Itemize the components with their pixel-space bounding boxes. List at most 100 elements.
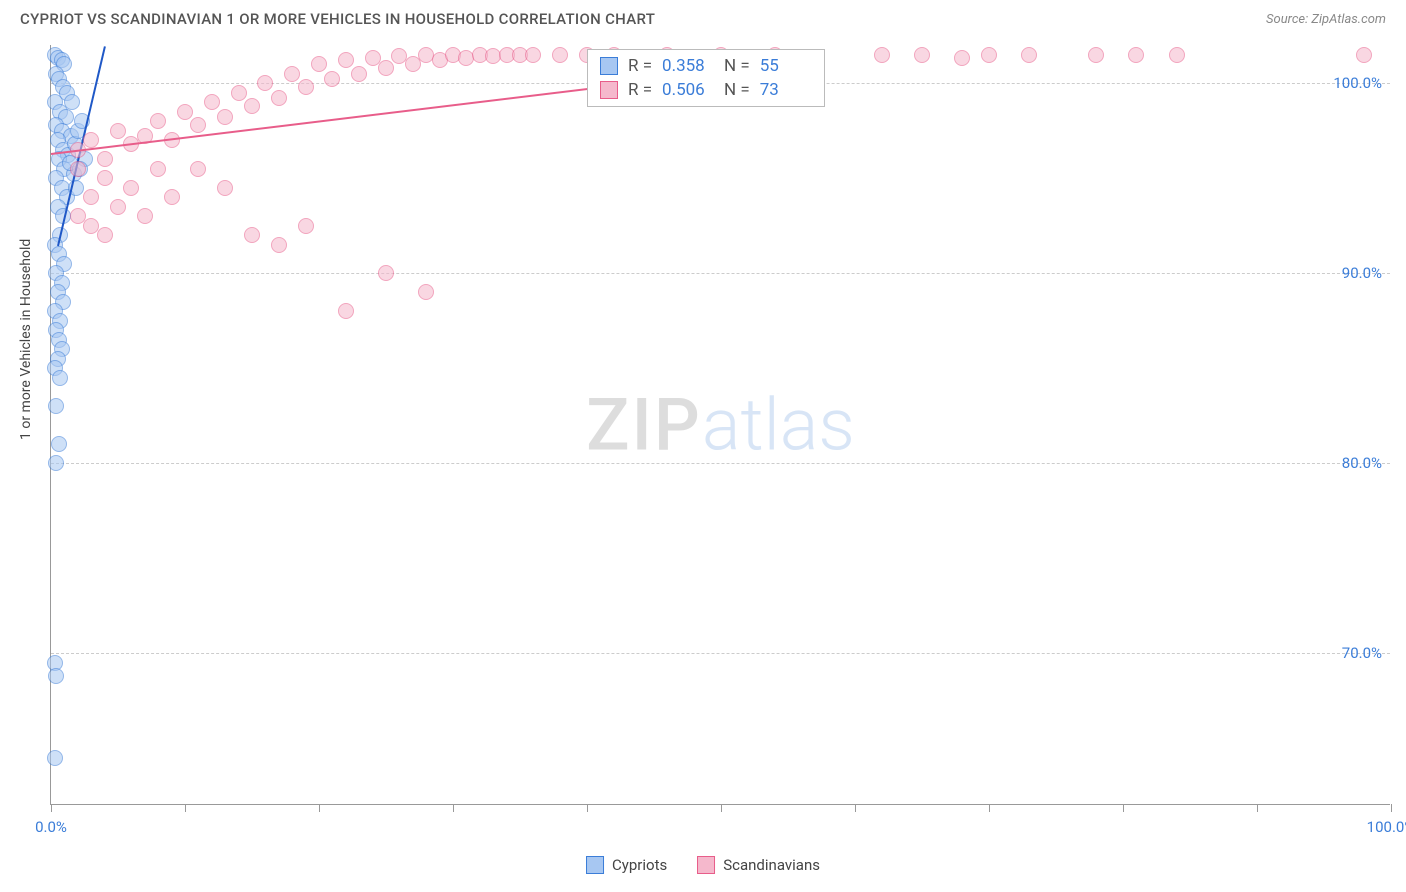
- data-point: [1169, 47, 1185, 63]
- legend-item-cypriots: Cypriots: [586, 856, 667, 874]
- x-tick: [1123, 804, 1124, 812]
- data-point: [338, 52, 354, 68]
- stats-row: R = 0.358 N = 55: [600, 54, 812, 78]
- data-point: [204, 94, 220, 110]
- data-point: [525, 47, 541, 63]
- x-tick: [1391, 804, 1392, 812]
- data-point: [298, 218, 314, 234]
- data-point: [164, 189, 180, 205]
- y-axis-label: 1 or more Vehicles in Household: [18, 239, 34, 440]
- stat-r-label: R =: [628, 56, 652, 76]
- data-point: [378, 60, 394, 76]
- stats-row: R = 0.506 N = 73: [600, 78, 812, 102]
- x-tick: [855, 804, 856, 812]
- legend-label: Scandinavians: [723, 856, 820, 874]
- data-point: [1021, 47, 1037, 63]
- x-tick: [185, 804, 186, 812]
- data-point: [97, 227, 113, 243]
- data-point: [311, 56, 327, 72]
- data-point: [981, 47, 997, 63]
- legend: Cypriots Scandinavians: [586, 856, 820, 874]
- stats-swatch-icon: [600, 57, 618, 75]
- data-point: [271, 237, 287, 253]
- data-point: [70, 161, 86, 177]
- legend-item-scandinavians: Scandinavians: [697, 856, 820, 874]
- y-tick-label: 90.0%: [1342, 264, 1382, 282]
- legend-swatch-icon: [697, 856, 715, 874]
- stat-n-label: N =: [724, 80, 750, 100]
- y-tick-label: 70.0%: [1342, 644, 1382, 662]
- data-point: [874, 47, 890, 63]
- data-point: [244, 98, 260, 114]
- stat-r-value: 0.358: [662, 56, 714, 76]
- data-point: [231, 85, 247, 101]
- data-point: [1356, 47, 1372, 63]
- data-point: [64, 94, 80, 110]
- legend-label: Cypriots: [612, 856, 667, 874]
- data-point: [217, 180, 233, 196]
- x-tick: [989, 804, 990, 812]
- x-tick-label: 0.0%: [35, 818, 67, 836]
- data-point: [298, 79, 314, 95]
- data-point: [1128, 47, 1144, 63]
- watermark-zip: ZIP: [586, 382, 702, 467]
- data-point: [324, 71, 340, 87]
- data-point: [378, 265, 394, 281]
- data-point: [257, 75, 273, 91]
- data-point: [110, 123, 126, 139]
- x-tick: [1257, 804, 1258, 812]
- data-point: [150, 161, 166, 177]
- gridline: [51, 273, 1390, 274]
- data-point: [123, 180, 139, 196]
- y-tick-label: 100.0%: [1333, 74, 1382, 92]
- data-point: [954, 50, 970, 66]
- data-point: [83, 132, 99, 148]
- scatter-chart: ZIPatlas 70.0%80.0%90.0%100.0%0.0%100.0%…: [50, 45, 1390, 805]
- x-tick: [51, 804, 52, 812]
- x-tick: [721, 804, 722, 812]
- data-point: [48, 455, 64, 471]
- watermark: ZIPatlas: [586, 382, 855, 467]
- data-point: [137, 208, 153, 224]
- stat-n-value: 55: [760, 56, 812, 76]
- data-point: [52, 370, 68, 386]
- legend-swatch-icon: [586, 856, 604, 874]
- data-point: [177, 104, 193, 120]
- chart-title: CYPRIOT VS SCANDINAVIAN 1 OR MORE VEHICL…: [20, 10, 655, 28]
- data-point: [83, 189, 99, 205]
- data-point: [97, 151, 113, 167]
- data-point: [418, 284, 434, 300]
- stats-box: R = 0.358 N = 55 R = 0.506 N = 73: [587, 49, 825, 107]
- gridline: [51, 653, 1390, 654]
- x-tick-label: 100.0%: [1367, 818, 1406, 836]
- data-point: [351, 66, 367, 82]
- data-point: [552, 47, 568, 63]
- chart-header: CYPRIOT VS SCANDINAVIAN 1 OR MORE VEHICL…: [0, 0, 1406, 36]
- data-point: [271, 90, 287, 106]
- stat-r-label: R =: [628, 80, 652, 100]
- data-point: [190, 161, 206, 177]
- data-point: [217, 109, 233, 125]
- watermark-atlas: atlas: [702, 382, 855, 467]
- data-point: [110, 199, 126, 215]
- stat-r-value: 0.506: [662, 80, 714, 100]
- data-point: [284, 66, 300, 82]
- data-point: [244, 227, 260, 243]
- x-tick: [453, 804, 454, 812]
- chart-source: Source: ZipAtlas.com: [1266, 12, 1386, 27]
- data-point: [914, 47, 930, 63]
- stat-n-label: N =: [724, 56, 750, 76]
- stats-swatch-icon: [600, 81, 618, 99]
- data-point: [190, 117, 206, 133]
- y-tick-label: 80.0%: [1342, 454, 1382, 472]
- data-point: [47, 750, 63, 766]
- data-point: [97, 170, 113, 186]
- gridline: [51, 463, 1390, 464]
- data-point: [1088, 47, 1104, 63]
- x-tick: [587, 804, 588, 812]
- x-tick: [319, 804, 320, 812]
- stat-n-value: 73: [760, 80, 812, 100]
- data-point: [48, 668, 64, 684]
- data-point: [48, 398, 64, 414]
- data-point: [70, 208, 86, 224]
